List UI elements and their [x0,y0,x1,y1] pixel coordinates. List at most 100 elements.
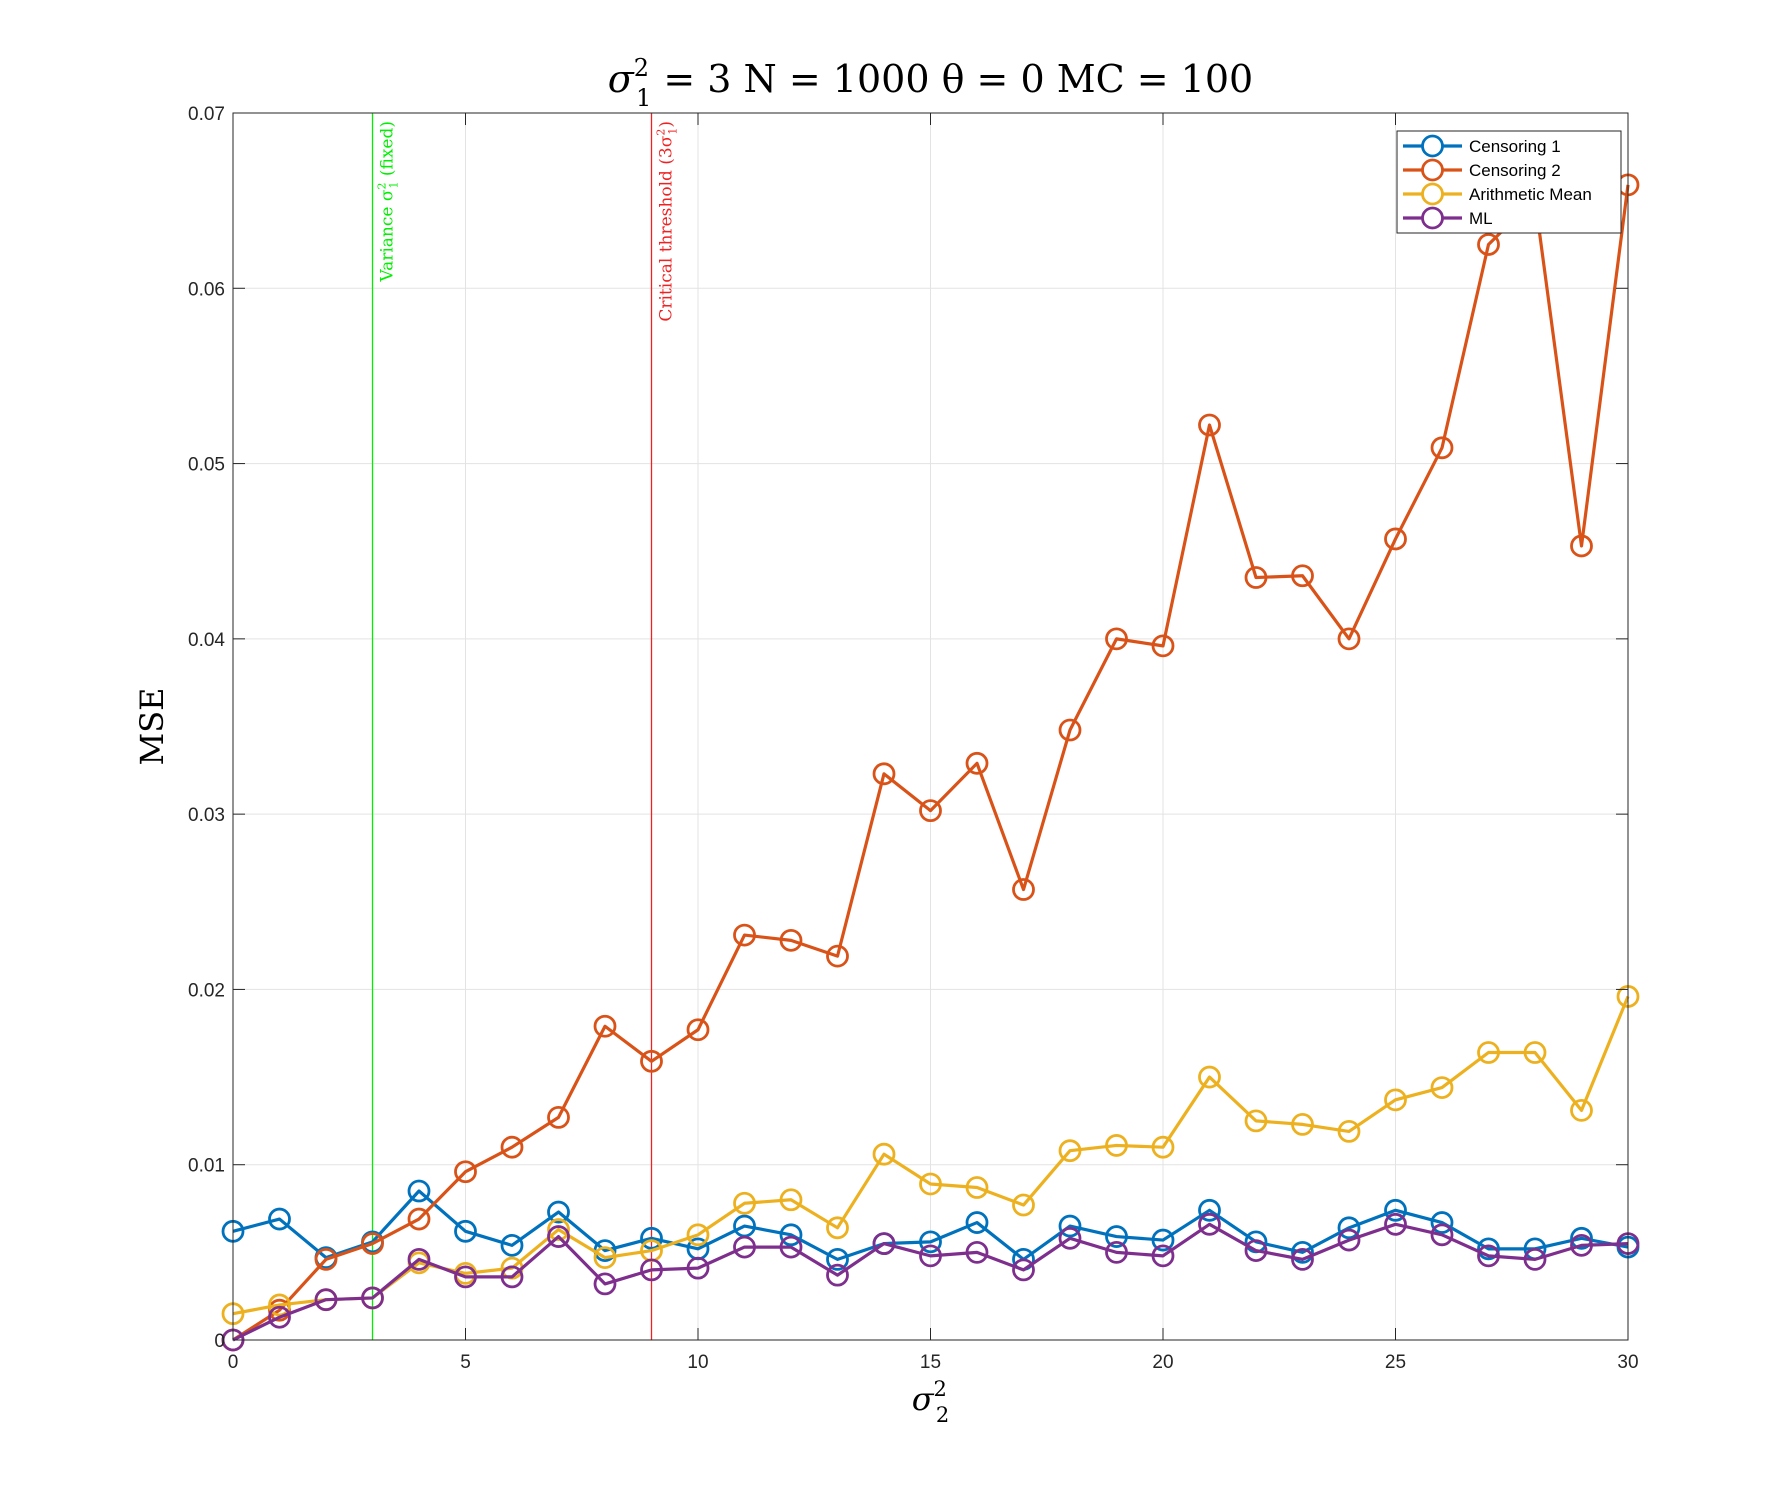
data-point [686,1223,710,1247]
data-point [1058,1226,1082,1250]
x-tick-label: 0 [228,1352,239,1373]
y-axis-label: MSE [133,687,171,765]
data-point [1012,1258,1035,1282]
data-point [826,1263,849,1287]
series-line [232,1189,1629,1261]
data-point [1151,634,1175,658]
legend: Censoring 1 Censoring 2 Arithmetic Mean ML [1396,130,1622,234]
data-point [407,1207,431,1231]
data-point [919,1230,942,1254]
data-point [1384,1212,1407,1236]
legend-item: ML [1403,206,1493,230]
data-point [593,1014,617,1038]
x-axis-label-symbol: σ [912,1380,935,1418]
data-point [826,1216,849,1240]
data-point [1291,1112,1314,1136]
reference-lines: Variance σ21 (fixed) Critical threshold (… [371,113,680,1340]
data-point [500,1265,524,1289]
data-point [1523,1041,1547,1064]
data-point [919,1172,942,1196]
y-tick-label: 0.01 [188,1156,225,1177]
axis-ticks: 0 5 10 15 20 25 30 0 0.01 0.02 0.03 0.04 0.05 0.06 0.0… [188,104,1639,1373]
data-point [547,1200,570,1224]
legend-swatch-marker [1421,134,1444,158]
reference-label-post: ) [657,121,677,128]
y-tick-label: 0.03 [188,805,225,826]
y-tick-label: 0.07 [188,104,225,125]
series-ml [221,1212,1640,1352]
data-point [1244,566,1268,589]
reference-label-sub: 1 [388,182,401,189]
reference-label-pre: Critical threshold (3σ [657,135,677,321]
data-point [1384,1088,1407,1112]
data-point [1198,1212,1221,1236]
data-point [965,1211,989,1234]
x-tick-label: 5 [460,1352,471,1373]
x-axis-label-superscript: 2 [934,1377,947,1401]
y-tick-label: 0.02 [188,980,225,1001]
data-point [500,1233,524,1257]
data-point [593,1246,617,1270]
title-rest: = 3 N = 1000 θ = 0 MC = 100 [651,57,1253,101]
data-point [826,1247,849,1271]
data-point [1244,1109,1268,1133]
series-line [232,1222,1629,1342]
legend-item: Censoring 2 [1403,158,1561,182]
reference-label-pre: Variance σ [378,189,398,282]
reference-label-post: (fixed) [378,121,398,182]
legend-swatch-marker [1421,158,1444,182]
data-point [1384,527,1407,551]
data-point [872,762,896,786]
grid [232,112,1629,1341]
x-tick-label: 15 [920,1352,941,1373]
reference-line-label: Variance σ21 (fixed) [376,121,401,283]
data-point [872,1232,896,1255]
data-point [1477,233,1500,256]
y-tick-label: 0.04 [188,630,225,651]
data-point [1244,1239,1268,1263]
legend-swatch-marker [1421,182,1444,206]
series-line [232,995,1630,1316]
data-point [686,1256,710,1280]
x-tick-label: 20 [1152,1352,1173,1373]
series-censoring-2 [221,173,1640,1352]
data-point [640,1226,663,1250]
legend-swatch-marker [1421,206,1444,230]
data-point [1058,1139,1082,1163]
data-point [779,1235,803,1259]
data-point [1430,1223,1454,1247]
reference-label-sup: 2 [376,183,389,190]
data-point [1105,627,1128,651]
data-point [1151,1135,1175,1159]
data-point [779,928,803,952]
data-point [1058,718,1082,742]
title-symbol: σ [608,57,635,101]
data-point [1198,1065,1221,1089]
data-point [640,1258,663,1282]
y-tick-label: 0.05 [188,455,225,476]
reference-label-sup: 2 [655,129,668,136]
data-point [1430,436,1454,460]
data-point [1337,627,1361,651]
data-point [314,1247,338,1271]
data-point [1291,1247,1314,1271]
data-point [454,1219,477,1243]
data-point [1570,1098,1593,1122]
data-point [1477,1237,1500,1261]
data-point [1430,1076,1454,1099]
data-point [1384,1198,1407,1222]
data-point [1570,1226,1593,1250]
series-line [232,184,1630,1342]
data-point [268,1293,291,1317]
y-tick-label: 0 [214,1331,225,1352]
x-tick-label: 25 [1385,1352,1406,1373]
data-point [1570,1233,1593,1257]
legend-item: Censoring 1 [1403,134,1561,158]
data-point [779,1188,803,1212]
data-point [1430,1211,1454,1234]
data-point [1151,1244,1175,1268]
data-point [268,1305,291,1329]
chart-title: σ2 1 = 3 N = 1000 θ = 0 MC = 100 [608,54,1253,112]
data-point [454,1265,477,1289]
